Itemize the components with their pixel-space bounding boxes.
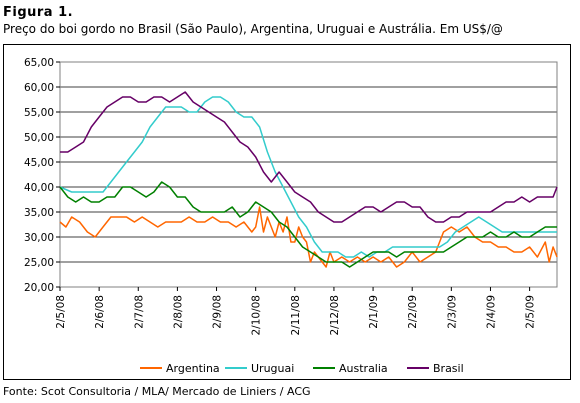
y-tick-label: 60,00 (24, 82, 54, 94)
axis-labels: 20,00 25,00 30,00 35,00 40,00 45,00 50,00 55,00… (24, 57, 537, 335)
plot-area (59, 61, 558, 288)
y-tick-label: 55,00 (24, 107, 54, 119)
x-tick-label: 2/5/09 (525, 295, 537, 329)
figure-label: Figura 1. (3, 5, 74, 20)
legend-label: Argentina (166, 362, 220, 375)
x-tick-label: 2/1/09 (368, 295, 380, 329)
legend: Argentina Uruguai Australia Brasil (140, 362, 464, 375)
x-tick-label: 2/4/09 (485, 295, 497, 329)
x-tick-label: 2/7/08 (133, 295, 145, 329)
x-tick-label: 2/9/08 (212, 295, 224, 329)
y-tick-label: 20,00 (24, 282, 54, 294)
x-tick-label: 2/12/08 (329, 295, 341, 335)
x-tick-label: 2/2/09 (407, 295, 419, 329)
y-tick-label: 50,00 (24, 132, 54, 144)
y-tick-label: 45,00 (24, 157, 54, 169)
source-note: Fonte: Scot Consultoria / MLA/ Mercado d… (3, 385, 311, 398)
legend-label: Uruguai (251, 362, 294, 375)
y-tick-label: 40,00 (24, 182, 54, 194)
x-tick-label: 2/3/09 (446, 295, 458, 329)
y-tick-label: 35,00 (24, 207, 54, 219)
figure-caption: Preço do boi gordo no Brasil (São Paulo)… (3, 22, 503, 36)
series-line-argentina (59, 206, 558, 268)
x-tick-label: 2/11/08 (290, 295, 302, 335)
x-tick-label: 2/5/08 (55, 295, 67, 329)
x-tick-label: 2/6/08 (94, 295, 106, 329)
price-line-chart: 20,00 25,00 30,00 35,00 40,00 45,00 50,00 55,00… (24, 57, 558, 375)
y-tick-label: 65,00 (24, 57, 54, 69)
x-tick-label: 2/10/08 (251, 295, 263, 335)
series-line-australia (59, 181, 557, 268)
series-lines (59, 91, 558, 268)
legend-label: Brasil (433, 362, 464, 375)
series-line-uruguai (59, 96, 557, 258)
y-tick-label: 30,00 (24, 232, 54, 244)
x-tick-label: 2/8/08 (172, 295, 184, 329)
legend-label: Australia (339, 362, 388, 375)
y-tick-label: 25,00 (24, 257, 54, 269)
series-line-brasil (60, 91, 558, 223)
